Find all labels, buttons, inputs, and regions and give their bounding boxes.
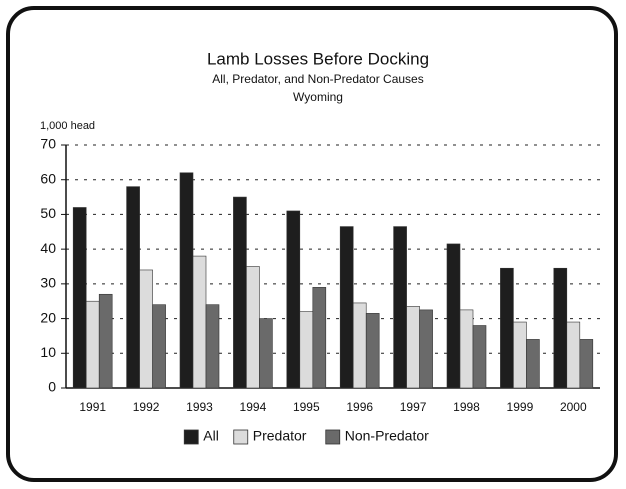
bar [459,309,474,389]
bar [579,339,594,389]
bar [233,196,247,389]
y-tick-label: 10 [40,344,56,360]
bar [352,302,367,389]
bar [406,306,420,389]
legend-label: Predator [253,428,307,444]
x-tick-label: 1995 [293,400,320,414]
bar [419,309,433,389]
bar [446,243,461,389]
bar [566,321,581,389]
bar [179,172,194,389]
legend-label: All [203,428,219,444]
bar [472,325,487,389]
bar [299,311,314,389]
x-tick-label: 1999 [507,400,534,414]
bar [205,304,220,389]
x-tick-label: 1991 [79,400,106,414]
bar [365,313,380,389]
bar [126,186,140,389]
y-tick-label: 50 [40,205,56,221]
x-tick-label: 1997 [400,400,427,414]
bar [192,255,207,389]
x-tick-label: 1998 [453,400,480,414]
bar [339,226,354,389]
bar [259,318,273,389]
y-tick-label: 60 [40,170,56,186]
y-axis-label: 1,000 head [40,120,95,132]
legend-label: Non-Predator [345,428,429,444]
bar [393,226,407,389]
x-tick-label: 1996 [346,400,373,414]
bar [286,210,301,389]
x-tick-label: 2000 [560,400,587,414]
chart-title: Lamb Losses Before Docking [207,49,429,68]
bar [312,287,327,389]
bar [72,207,87,389]
bar [139,269,153,389]
y-tick-label: 30 [40,275,56,291]
bar [246,266,260,389]
bar [98,293,113,389]
legend-swatch [325,429,341,445]
legend-swatch [183,429,199,445]
bar [500,267,514,389]
x-tick-label: 1993 [186,400,213,414]
y-tick-label: 70 [40,136,56,152]
y-tick-label: 40 [40,240,56,256]
x-tick-label: 1994 [240,400,267,414]
bar [152,304,166,389]
bar [513,321,527,389]
bar [85,300,100,389]
x-tick-label: 1992 [133,400,160,414]
legend-swatch [233,429,249,445]
y-tick-label: 20 [40,309,56,325]
bar [553,267,568,389]
chart-subtitle: All, Predator, and Non-Predator Causes [212,72,423,86]
bar [526,339,540,389]
chart-subtitle: Wyoming [293,90,343,104]
y-tick-label: 0 [48,379,56,395]
